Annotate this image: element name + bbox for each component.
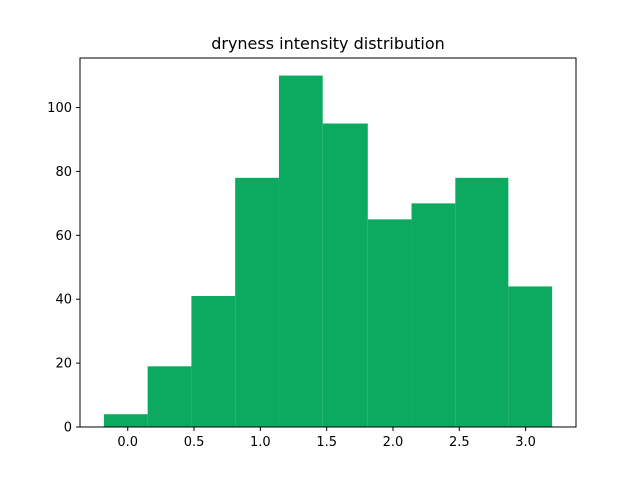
x-tick-label: 0.0 [117,435,138,450]
bars-group [103,75,553,428]
x-tick-label: 1.0 [250,435,271,450]
plot-frame [79,57,577,428]
histogram-bar [322,123,368,428]
x-tick-label: 2.0 [383,435,404,450]
y-axis: 0 20 40 60 80 100 [47,101,80,436]
histogram-bar [103,414,148,427]
x-tick-label: 1.5 [316,435,337,450]
histogram-bar [367,219,412,427]
x-tick-label: 2.5 [449,435,470,450]
y-tick-label: 40 [55,293,72,308]
histogram-bar [411,203,456,427]
histogram-bar [455,177,509,427]
histogram-bar [191,296,236,427]
histogram-bar [147,366,192,427]
x-tick-label: 3.0 [515,435,536,450]
x-tick-label: 0.5 [184,435,205,450]
histogram-bar [508,286,553,427]
y-tick-label: 0 [64,421,72,436]
y-tick-label: 100 [47,101,72,116]
histogram-bar [278,75,323,428]
y-tick-label: 60 [55,229,72,244]
y-tick-label: 20 [55,357,72,372]
chart-title: dryness intensity distribution [211,34,445,53]
x-axis: 0.0 0.5 1.0 1.5 2.0 2.5 3.0 [117,427,536,450]
histogram-bar [235,177,279,427]
y-tick-label: 80 [55,165,72,180]
